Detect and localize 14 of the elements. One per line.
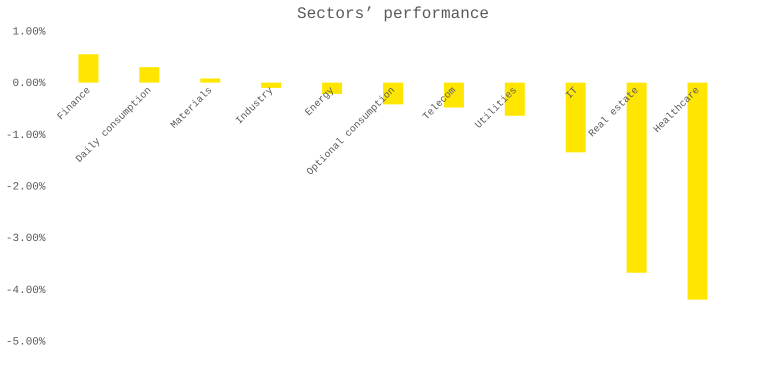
y-tick-label: -2.00%	[6, 182, 46, 194]
y-tick-label: 1.00%	[12, 26, 46, 38]
bar	[78, 54, 98, 83]
bar	[139, 67, 160, 83]
bar	[566, 82, 586, 152]
y-tick-label: -3.00%	[6, 233, 46, 246]
y-tick-label: 0.00%	[12, 78, 46, 90]
y-tick-label: -1.00%	[6, 130, 46, 142]
y-tick-label: -5.00%	[6, 336, 46, 348]
chart-title: Sectors’ performance	[296, 5, 490, 23]
y-tick-label: -4.00%	[6, 284, 46, 297]
bar	[200, 78, 220, 83]
bar	[261, 82, 282, 88]
x-tick-label: IT	[564, 85, 581, 102]
